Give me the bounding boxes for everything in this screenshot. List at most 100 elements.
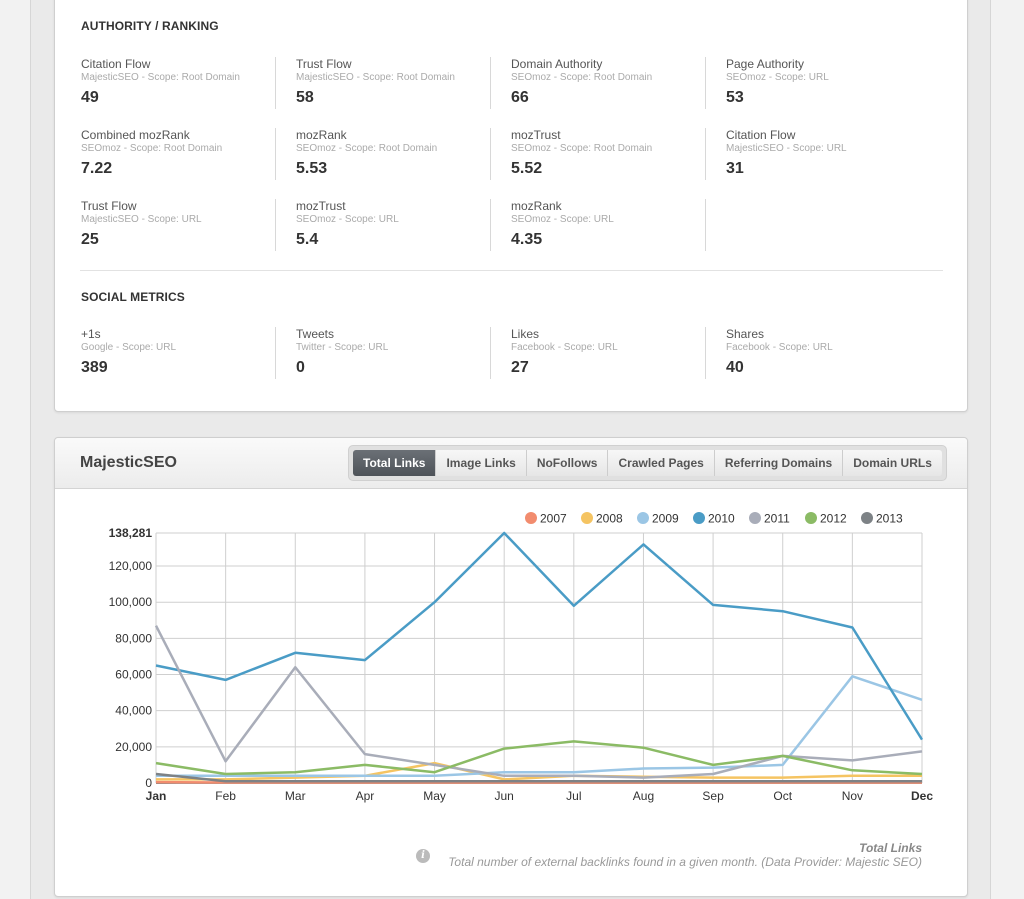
metric-value: 25 [81, 231, 99, 248]
metric-name: Trust Flow [296, 57, 352, 71]
majestic-title: MajesticSEO [80, 454, 177, 471]
metric-value: 5.53 [296, 160, 328, 177]
metric-card: Trust Flow MajesticSEO - Scope: Root Doma… [296, 57, 491, 109]
metric-name: Shares [726, 327, 765, 341]
metric-card: Citation Flow MajesticSEO - Scope: Root D… [81, 57, 276, 109]
metric-name: mozTrust [511, 128, 561, 142]
x-tick-label: Mar [285, 789, 306, 803]
legend-label-2008: 2008 [596, 512, 623, 526]
y-tick-label: 40,000 [115, 704, 152, 718]
metrics-panel: AUTHORITY / RANKING Citation Flow Majesti… [54, 0, 968, 412]
total-links-chart: 0 20,000 40,000 60,000 80,000 100,000 120,000 1… [109, 512, 934, 804]
y-tick-label: 20,000 [115, 740, 152, 754]
metric-scope: MajesticSEO - Scope: URL [81, 214, 202, 225]
legend-label-2010: 2010 [708, 512, 735, 526]
metric-value: 7.22 [81, 160, 113, 177]
metric-value: 4.35 [511, 231, 543, 248]
metric-value: 53 [726, 89, 744, 106]
metric-value: 389 [81, 359, 108, 376]
metric-scope: SEOmoz - Scope: Root Domain [511, 72, 653, 83]
legend-swatch-2011 [749, 512, 761, 524]
metric-value: 40 [726, 359, 744, 376]
metric-name: Domain Authority [511, 57, 603, 71]
metric-card: +1s Google - Scope: URL 389 [81, 327, 276, 379]
footnote-title: Total Links [859, 841, 922, 855]
metric-name: Likes [511, 327, 540, 341]
metric-scope: Google - Scope: URL [81, 342, 177, 353]
metric-scope: SEOmoz - Scope: URL [511, 214, 614, 225]
metric-name: Trust Flow [81, 199, 137, 213]
metric-name: mozRank [296, 128, 347, 142]
metric-name: Citation Flow [726, 128, 796, 142]
legend-label-2009: 2009 [652, 512, 679, 526]
tab-total-links[interactable]: Total Links [353, 450, 437, 476]
metric-name: Combined mozRank [81, 128, 190, 142]
metric-value: 5.4 [296, 231, 319, 248]
social-section-title: SOCIAL METRICS [81, 290, 185, 304]
metric-scope: Facebook - Scope: URL [511, 342, 618, 353]
x-tick-label: Jul [566, 789, 581, 803]
x-tick-label: Feb [215, 789, 236, 803]
series-line-2008 [156, 761, 922, 781]
y-tick-label: 80,000 [115, 631, 152, 645]
metric-name: +1s [81, 327, 101, 341]
metric-scope: SEOmoz - Scope: URL [726, 72, 829, 83]
metric-card: Domain Authority SEOmoz - Scope: Root Dom… [511, 57, 706, 109]
metric-card: Tweets Twitter - Scope: URL 0 [296, 327, 491, 379]
metric-scope: SEOmoz - Scope: Root Domain [511, 143, 653, 154]
majestic-panel: MajesticSEO Total Links Image Links NoFo… [54, 437, 968, 897]
section-divider [80, 270, 943, 271]
metric-card: mozRank SEOmoz - Scope: Root Domain 5.53 [296, 128, 491, 180]
metric-value: 49 [81, 89, 99, 106]
metric-name: Citation Flow [81, 57, 151, 71]
metric-card: Likes Facebook - Scope: URL 27 [511, 327, 706, 379]
metric-card: mozRank SEOmoz - Scope: URL 4.35 [511, 199, 706, 251]
x-tick-label: Nov [842, 789, 863, 803]
x-tick-label: Aug [633, 789, 654, 803]
tab-domain-urls[interactable]: Domain URLs [843, 450, 942, 476]
tab-crawled-pages[interactable]: Crawled Pages [608, 450, 715, 476]
legend-swatch-2010 [693, 512, 705, 524]
legend-label-2011: 2011 [764, 512, 790, 526]
tab-image-links[interactable]: Image Links [436, 450, 527, 476]
series-line-2009 [156, 675, 923, 778]
x-tick-label: May [423, 789, 446, 803]
metric-card: Page Authority SEOmoz - Scope: URL 53 [726, 57, 921, 109]
metric-card: Shares Facebook - Scope: URL 40 [726, 327, 921, 379]
metric-scope: MajesticSEO - Scope: Root Domain [296, 72, 455, 83]
metric-scope: SEOmoz - Scope: Root Domain [296, 143, 438, 154]
metric-value: 31 [726, 160, 744, 177]
series-line-2011 [154, 625, 923, 779]
authority-section-title: AUTHORITY / RANKING [81, 19, 219, 33]
legend-swatch-2013 [861, 512, 873, 524]
tab-nofollows[interactable]: NoFollows [526, 450, 609, 476]
metric-card: Trust Flow MajesticSEO - Scope: URL 25 [81, 199, 276, 251]
x-tick-label: Jan [146, 789, 167, 803]
legend-swatch-2008 [581, 512, 593, 524]
x-tick-label: Dec [911, 789, 933, 803]
y-tick-label: 120,000 [109, 559, 153, 573]
metric-card: Combined mozRank SEOmoz - Scope: Root Dom… [81, 128, 276, 180]
series-line-2010 [155, 531, 924, 741]
x-tick-label: Apr [356, 789, 375, 803]
majestic-header: MajesticSEO Total Links Image Links NoFo… [55, 438, 967, 489]
metric-name: mozTrust [296, 199, 346, 213]
info-icon: i [416, 849, 430, 863]
metric-scope: Twitter - Scope: URL [296, 342, 389, 353]
metric-scope: MajesticSEO - Scope: Root Domain [81, 72, 240, 83]
metric-scope: MajesticSEO - Scope: URL [726, 143, 847, 154]
metric-scope: SEOmoz - Scope: URL [296, 214, 399, 225]
metric-scope: SEOmoz - Scope: Root Domain [81, 143, 223, 154]
metric-name: mozRank [511, 199, 562, 213]
legend-swatch-2009 [637, 512, 649, 524]
tab-referring-domains[interactable]: Referring Domains [714, 450, 844, 476]
y-tick-label: 138,281 [109, 526, 153, 540]
metric-value: 27 [511, 359, 529, 376]
metric-value: 0 [296, 359, 305, 376]
x-tick-label: Sep [702, 789, 724, 803]
series-line-2012 [155, 740, 923, 776]
y-tick-label: 100,000 [109, 595, 153, 609]
metric-value: 5.52 [511, 160, 543, 177]
x-tick-label: Jun [495, 789, 514, 803]
legend-label-2012: 2012 [820, 512, 847, 526]
